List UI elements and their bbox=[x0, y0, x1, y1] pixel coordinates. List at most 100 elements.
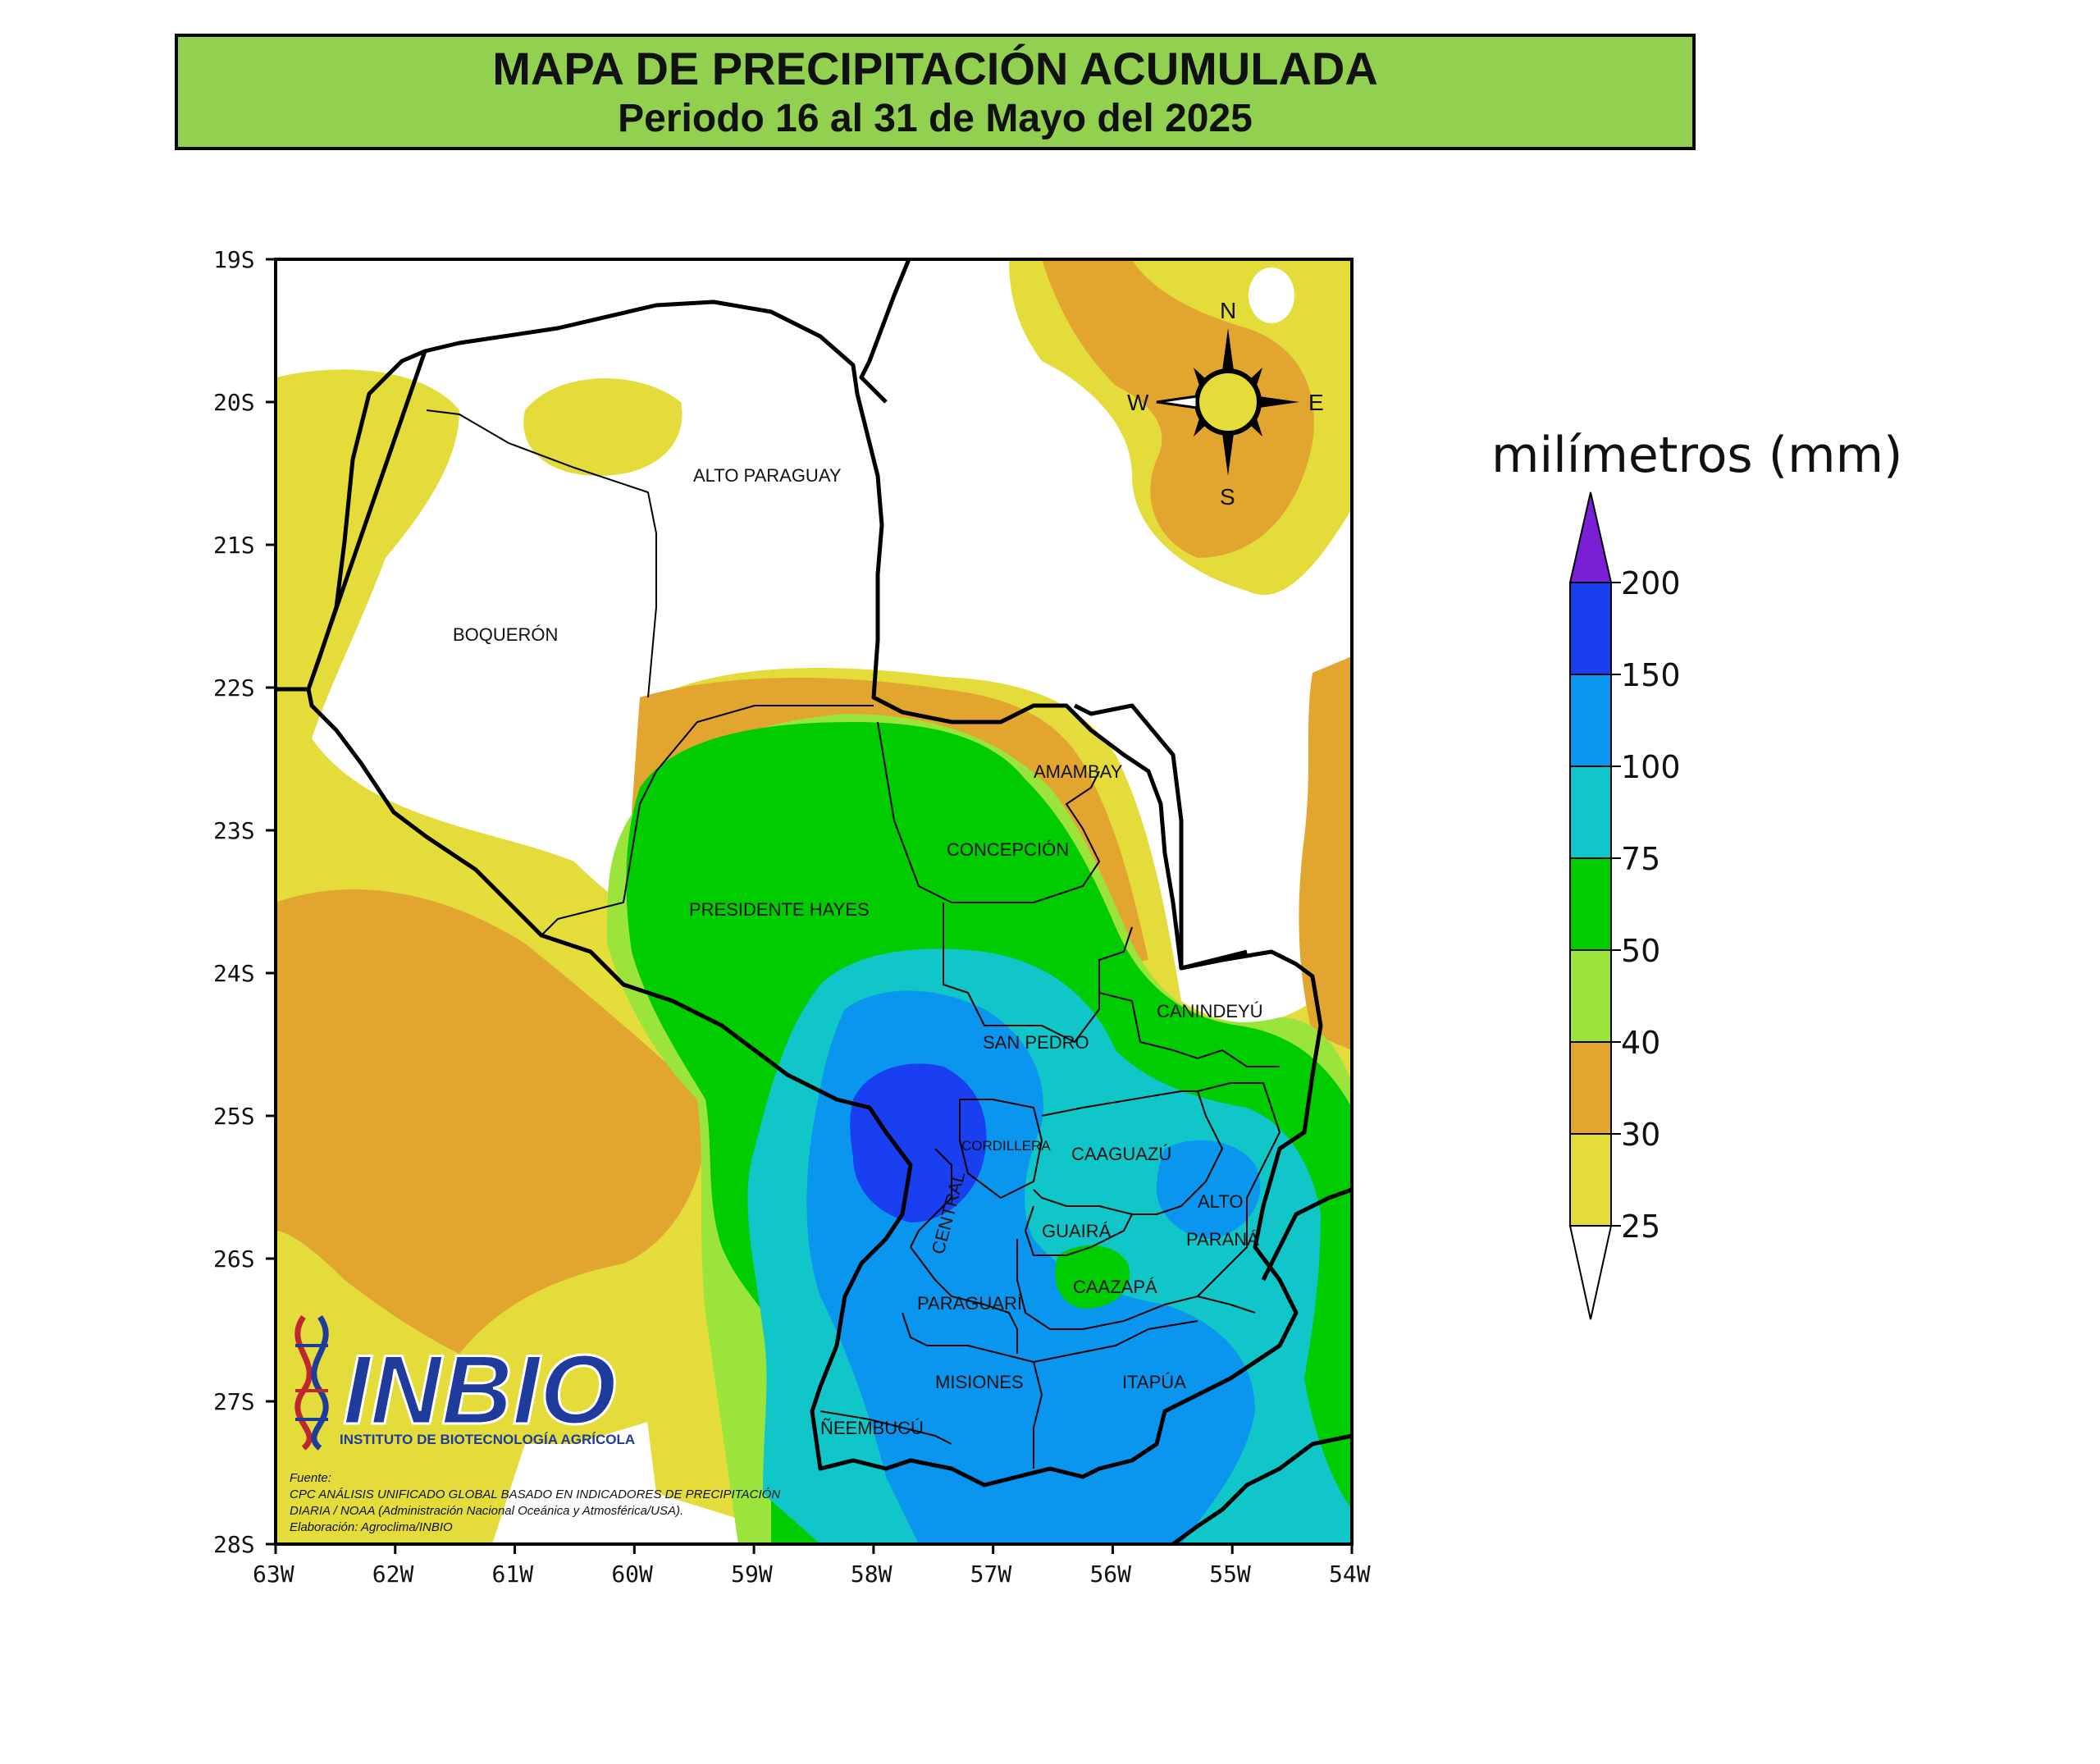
lon-tick-label: 58W bbox=[851, 1561, 892, 1588]
label-alto-paraguay: ALTO PARAGUAY bbox=[693, 465, 842, 486]
border-paraguari bbox=[910, 1246, 1018, 1354]
longitude-axis: 63W 62W 61W 60W 59W 58W 57W 56W 55W 54W bbox=[253, 1544, 1371, 1588]
paraguay-border bbox=[276, 299, 1323, 1488]
lon-tick-label: 63W bbox=[253, 1561, 294, 1588]
label-neembucu: ÑEEMBUCÚ bbox=[820, 1418, 924, 1438]
lat-tick-label: 19S bbox=[213, 246, 255, 273]
compass-n: N bbox=[1220, 298, 1236, 323]
compass-e: E bbox=[1308, 390, 1324, 415]
legend-level-label: 100 bbox=[1621, 749, 1681, 785]
lon-tick-label: 59W bbox=[731, 1561, 773, 1588]
department-labels: ALTO PARAGUAY BOQUERÓN AMAMBAY CONCEPCIÓ… bbox=[453, 465, 1263, 1438]
border-san-pedro bbox=[943, 903, 1133, 1044]
border-alto-parana bbox=[1197, 1082, 1281, 1297]
label-cordillera: CORDILLERA bbox=[961, 1138, 1051, 1154]
inbio-logo: INBIO INSTITUTO DE BIOTECNOLOGÍA AGRÍCOL… bbox=[294, 1314, 635, 1451]
brazil-border-ms bbox=[1073, 703, 1248, 971]
map-subtitle: Periodo 16 al 31 de Mayo del 2025 bbox=[618, 97, 1253, 140]
field-50-75-caazapa bbox=[1055, 1245, 1130, 1309]
field-30-40-east bbox=[1299, 656, 1352, 1050]
field-100-150-east bbox=[1157, 1140, 1261, 1239]
field-30-40-northeast bbox=[1042, 259, 1314, 558]
legend-swatch-150-200 bbox=[1569, 582, 1612, 675]
label-alto-parana-1: ALTO bbox=[1198, 1191, 1243, 1212]
title-banner: MAPA DE PRECIPITACIÓN ACUMULADA Periodo … bbox=[175, 34, 1696, 150]
brazil-border-east bbox=[1261, 1187, 1353, 1282]
lat-tick-label: 28S bbox=[213, 1531, 255, 1558]
border-neembucu bbox=[819, 1410, 952, 1445]
lon-tick-label: 62W bbox=[372, 1561, 414, 1588]
legend-swatch-25-30 bbox=[1569, 1133, 1612, 1227]
border-central bbox=[910, 1148, 952, 1248]
field-below-25-hole bbox=[1249, 267, 1294, 323]
compass-icon: N S E W bbox=[1127, 298, 1324, 510]
legend-swatch-above-200 bbox=[1568, 491, 1613, 583]
lat-tick-label: 25S bbox=[213, 1103, 255, 1130]
lat-tick-label: 26S bbox=[213, 1245, 255, 1273]
lon-tick-label: 60W bbox=[611, 1561, 653, 1588]
field-25-30-sw bbox=[276, 1231, 525, 1544]
logo-subtitle: INSTITUTO DE BIOTECNOLOGÍA AGRÍCOLA bbox=[340, 1432, 635, 1447]
label-paraguari: PARAGUARÍ bbox=[917, 1293, 1023, 1314]
compass-w: W bbox=[1127, 390, 1149, 415]
plot-frame bbox=[274, 258, 1354, 1546]
lat-tick-label: 27S bbox=[213, 1388, 255, 1415]
border-guaira bbox=[1024, 1205, 1133, 1256]
field-25-30-north bbox=[523, 378, 682, 476]
precipitation-fields bbox=[276, 259, 1352, 1544]
legend-level-label: 200 bbox=[1621, 565, 1681, 601]
logo-name: INBIO bbox=[343, 1335, 616, 1445]
legend-swatch-100-150 bbox=[1569, 674, 1612, 767]
lat-tick-label: 21S bbox=[213, 532, 255, 559]
label-itapua: ITAPÚA bbox=[1122, 1372, 1186, 1392]
legend-swatch-40-50 bbox=[1569, 949, 1612, 1043]
lon-tick-label: 61W bbox=[492, 1561, 534, 1588]
map-title: MAPA DE PRECIPITACIÓN ACUMULADA bbox=[492, 43, 1378, 94]
border-caazapa bbox=[1016, 1239, 1256, 1330]
legend-swatch-below-25 bbox=[1568, 1225, 1613, 1320]
border-caaguazu bbox=[1033, 1090, 1224, 1215]
label-concepcion: CONCEPCIÓN bbox=[947, 839, 1069, 860]
legend-level-label: 40 bbox=[1621, 1025, 1660, 1061]
legend-level-label: 25 bbox=[1621, 1209, 1660, 1245]
border-canindeyu bbox=[1098, 992, 1280, 1067]
legend-unit-label: milímetros (mm) bbox=[1491, 427, 1903, 484]
legend-level-label: 30 bbox=[1621, 1117, 1660, 1153]
lon-tick-label: 55W bbox=[1209, 1561, 1251, 1588]
legend-swatch-50-75 bbox=[1569, 857, 1612, 951]
legend-level-label: 75 bbox=[1621, 841, 1660, 877]
label-misiones: MISIONES bbox=[935, 1372, 1024, 1392]
source-line-1: Fuente: bbox=[290, 1471, 331, 1485]
lon-tick-label: 54W bbox=[1329, 1561, 1371, 1588]
country-borders bbox=[276, 258, 1353, 1547]
field-30-40-west bbox=[276, 889, 707, 1354]
label-guaira: GUAIRÁ bbox=[1042, 1221, 1112, 1241]
label-caaguazu: CAAGUAZÚ bbox=[1071, 1144, 1171, 1164]
lon-tick-label: 56W bbox=[1089, 1561, 1131, 1588]
border-alto-paraguay-boqueron bbox=[426, 409, 657, 698]
label-presidente-hayes: PRESIDENTE HAYES bbox=[689, 899, 870, 920]
label-canindeyu: CANINDEYÚ bbox=[1157, 1001, 1263, 1021]
label-alto-parana-2: PARANÁ bbox=[1186, 1229, 1259, 1250]
label-san-pedro: SAN PEDRO bbox=[983, 1032, 1089, 1053]
argentina-bolivia-border bbox=[859, 258, 911, 404]
label-boqueron: BOQUERÓN bbox=[453, 624, 558, 645]
legend-swatch-75-100 bbox=[1569, 765, 1612, 859]
latitude-axis: 19S 20S 21S 22S 23S 24S 25S 26S 27S 28S bbox=[213, 246, 276, 1558]
border-concepcion bbox=[877, 721, 1101, 903]
precipitation-legend: 200 150 100 75 50 40 30 25 bbox=[1568, 491, 1681, 1320]
lat-tick-label: 24S bbox=[213, 960, 255, 987]
border-boqueron-hayes bbox=[541, 705, 874, 936]
label-caazapa: CAAZAPÁ bbox=[1073, 1277, 1157, 1297]
department-borders bbox=[426, 409, 1281, 1469]
border-cordillera bbox=[959, 1099, 1043, 1200]
argentina-border-south bbox=[1171, 1433, 1353, 1547]
source-line-3: DIARIA / NOAA (Administración Nacional O… bbox=[290, 1504, 684, 1518]
compass-s: S bbox=[1220, 484, 1235, 510]
border-misiones bbox=[902, 1312, 1043, 1469]
lat-tick-label: 23S bbox=[213, 817, 255, 844]
label-amambay: AMAMBAY bbox=[1034, 761, 1123, 782]
lon-tick-label: 57W bbox=[970, 1561, 1012, 1588]
source-line-2: CPC ANÁLISIS UNIFICADO GLOBAL BASADO EN … bbox=[290, 1488, 781, 1501]
